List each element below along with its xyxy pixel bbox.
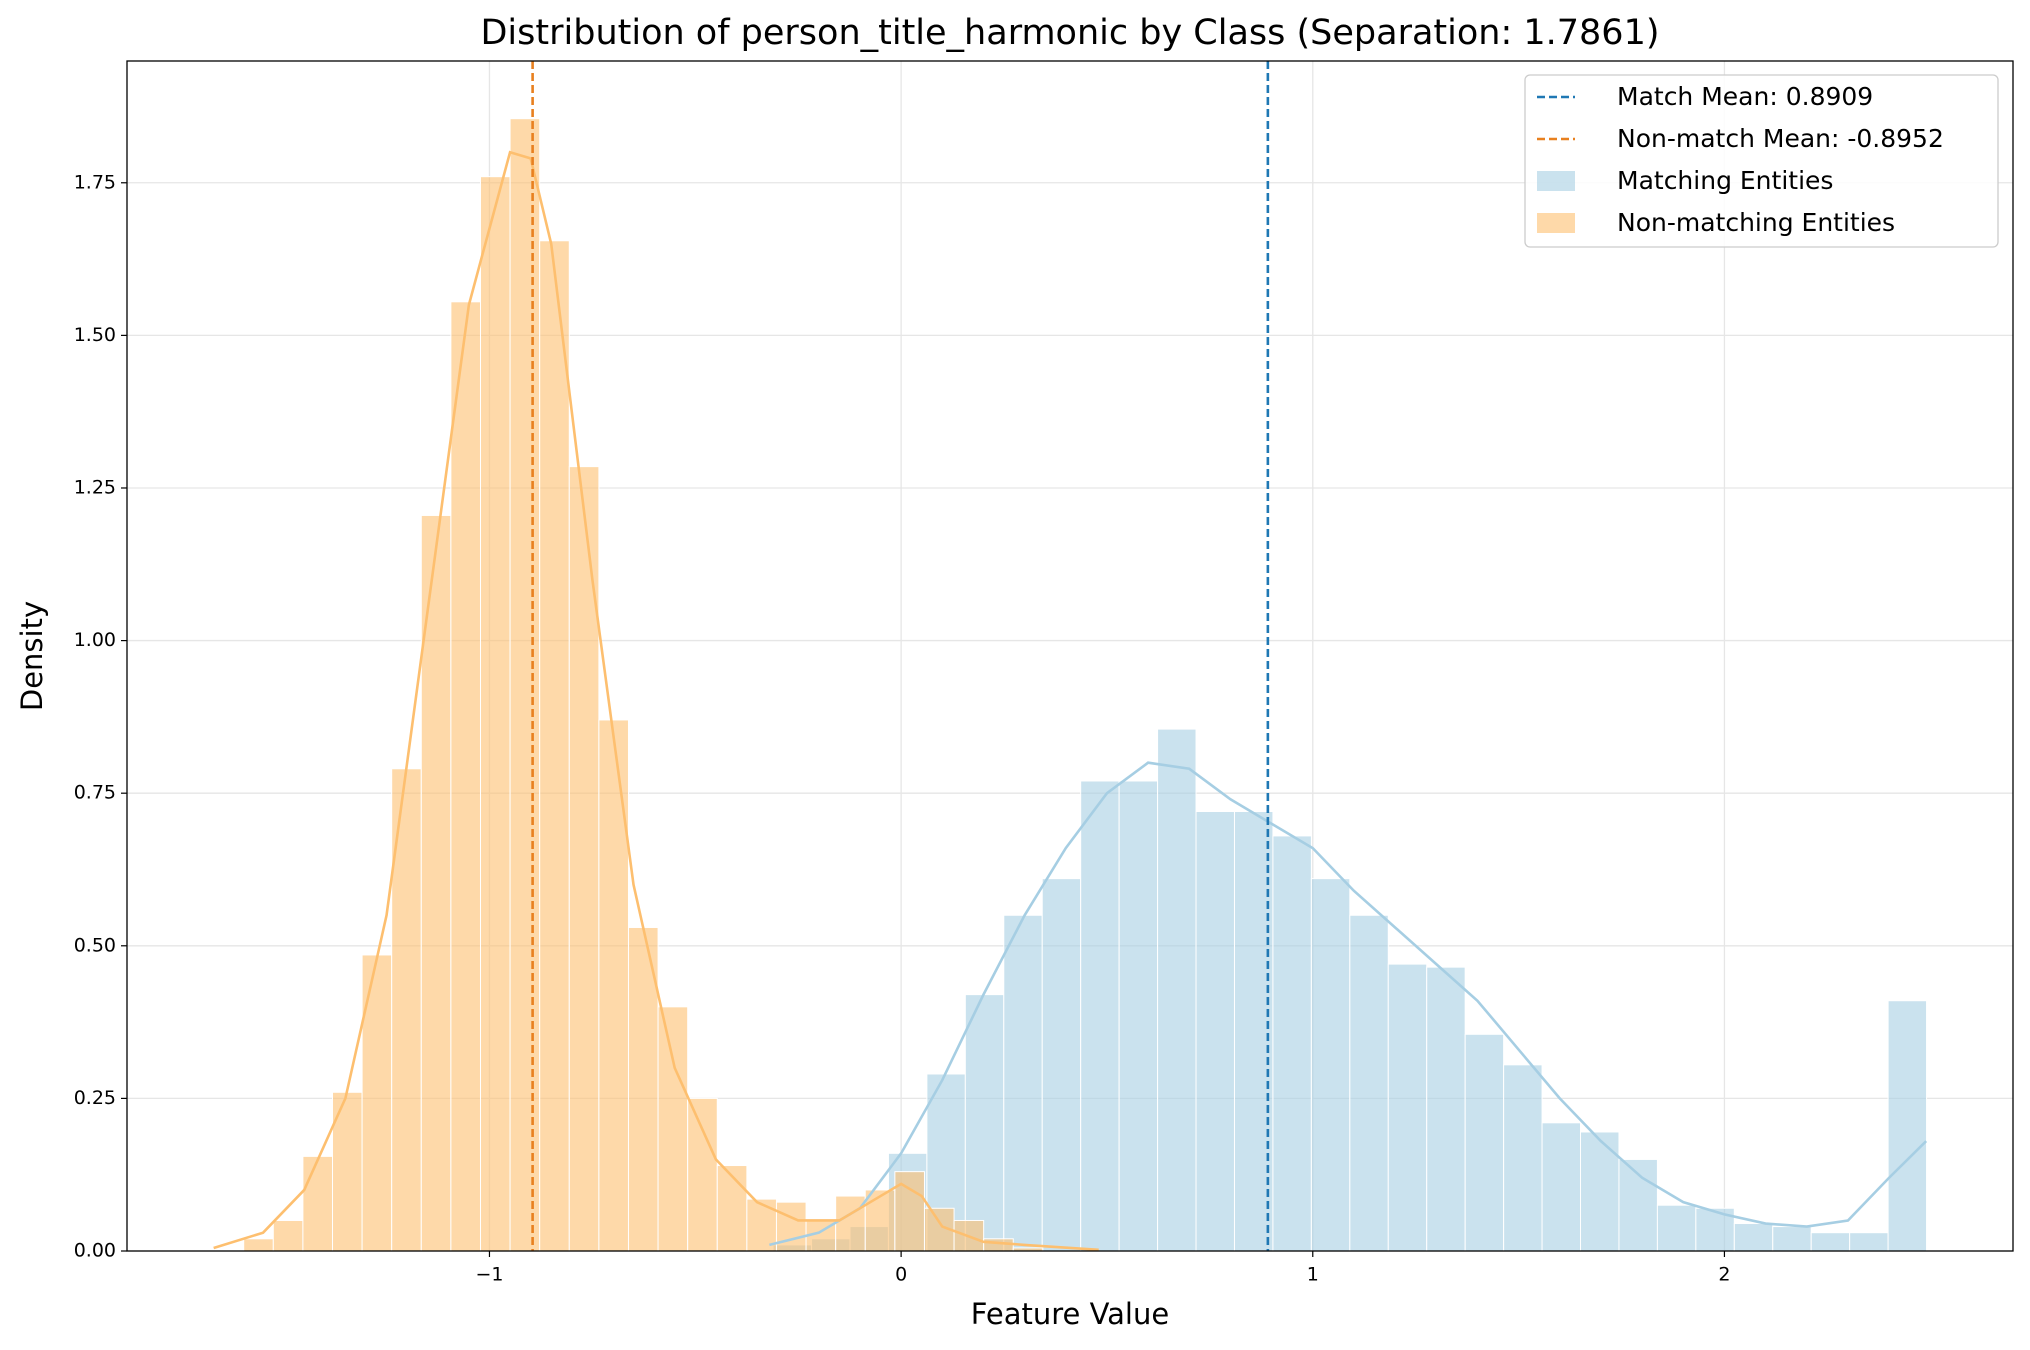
histogram-bar [1810, 1232, 1851, 1252]
histogram-bar [1195, 811, 1235, 1252]
histogram-bar [775, 1201, 807, 1252]
histogram-bar [1349, 914, 1389, 1252]
histogram-bar [687, 1097, 718, 1252]
y-axis-label: Density [15, 601, 49, 711]
legend-label: Non-match Mean: -0.8952 [1617, 124, 1944, 153]
histogram-bar [864, 1189, 896, 1252]
y-tick-label: 1.50 [74, 324, 116, 346]
y-tick-label: 0.75 [74, 782, 116, 804]
histogram-bar [420, 514, 452, 1252]
histogram-bar [1387, 963, 1428, 1252]
histogram-bar [1310, 878, 1351, 1252]
histogram-bar [1041, 878, 1082, 1252]
chart-title: Distribution of person_title_harmonic by… [480, 13, 1659, 53]
x-tick-label: 1 [1307, 1264, 1319, 1286]
y-tick-label: 0.25 [74, 1087, 116, 1109]
legend-label: Matching Entities [1617, 166, 1833, 195]
x-tick-label: 0 [895, 1264, 907, 1286]
histogram-bar [509, 118, 541, 1252]
histogram-bar [450, 301, 481, 1252]
histogram-bar [1733, 1223, 1774, 1252]
histogram-bar [1080, 780, 1120, 1252]
histogram-bar [1887, 1000, 1928, 1252]
histogram-bar [1426, 966, 1466, 1252]
x-tick-label: −1 [475, 1264, 503, 1286]
y-tick-label: 1.75 [74, 171, 116, 193]
histogram-bar [716, 1165, 748, 1252]
plot-frame [126, 60, 2014, 1252]
histogram-bar [479, 176, 511, 1252]
histogram-bar [835, 1195, 866, 1252]
y-tick-label: 1.25 [74, 476, 116, 498]
y-tick-label: 0.00 [74, 1240, 116, 1262]
legend-label: Non-matching Entities [1617, 208, 1895, 237]
histogram-bar [1464, 1033, 1505, 1252]
legend: Match Mean: 0.8909 Non-match Mean: -0.895… [1524, 74, 1999, 248]
histogram-bar [1849, 1232, 1889, 1252]
kde-line [769, 761, 1928, 1247]
histogram-bar [964, 994, 1005, 1252]
y-tick-label: 0.50 [74, 934, 116, 956]
histogram-bar [1772, 1226, 1812, 1252]
histogram-bar [1541, 1122, 1582, 1252]
x-tick-label: 2 [1718, 1264, 1730, 1286]
histogram-bar [568, 466, 600, 1252]
histogram-bar [657, 1006, 689, 1252]
histogram-bar [302, 1155, 333, 1252]
histogram-bar [1003, 914, 1043, 1252]
histogram-bar [1656, 1204, 1697, 1252]
histogram-bar [598, 719, 629, 1252]
legend-box [1524, 74, 1999, 248]
kde-line [213, 150, 1099, 1252]
histogram-bar [539, 240, 570, 1252]
histogram-bar [1118, 780, 1159, 1252]
histogram-bar [272, 1219, 304, 1252]
histogram-bar [1503, 1064, 1543, 1252]
histogram-bar [627, 926, 659, 1252]
x-axis-label: Feature Value [971, 1297, 1169, 1331]
histogram-bar [1157, 728, 1197, 1252]
legend-patch [1537, 171, 1575, 191]
y-tick-label: 1.00 [74, 629, 116, 651]
histogram-bar [243, 1238, 274, 1252]
legend-patch [1537, 213, 1575, 233]
histogram-bar [1580, 1131, 1620, 1252]
histogram-bar [1272, 835, 1312, 1252]
legend-label: Match Mean: 0.8909 [1617, 82, 1873, 111]
